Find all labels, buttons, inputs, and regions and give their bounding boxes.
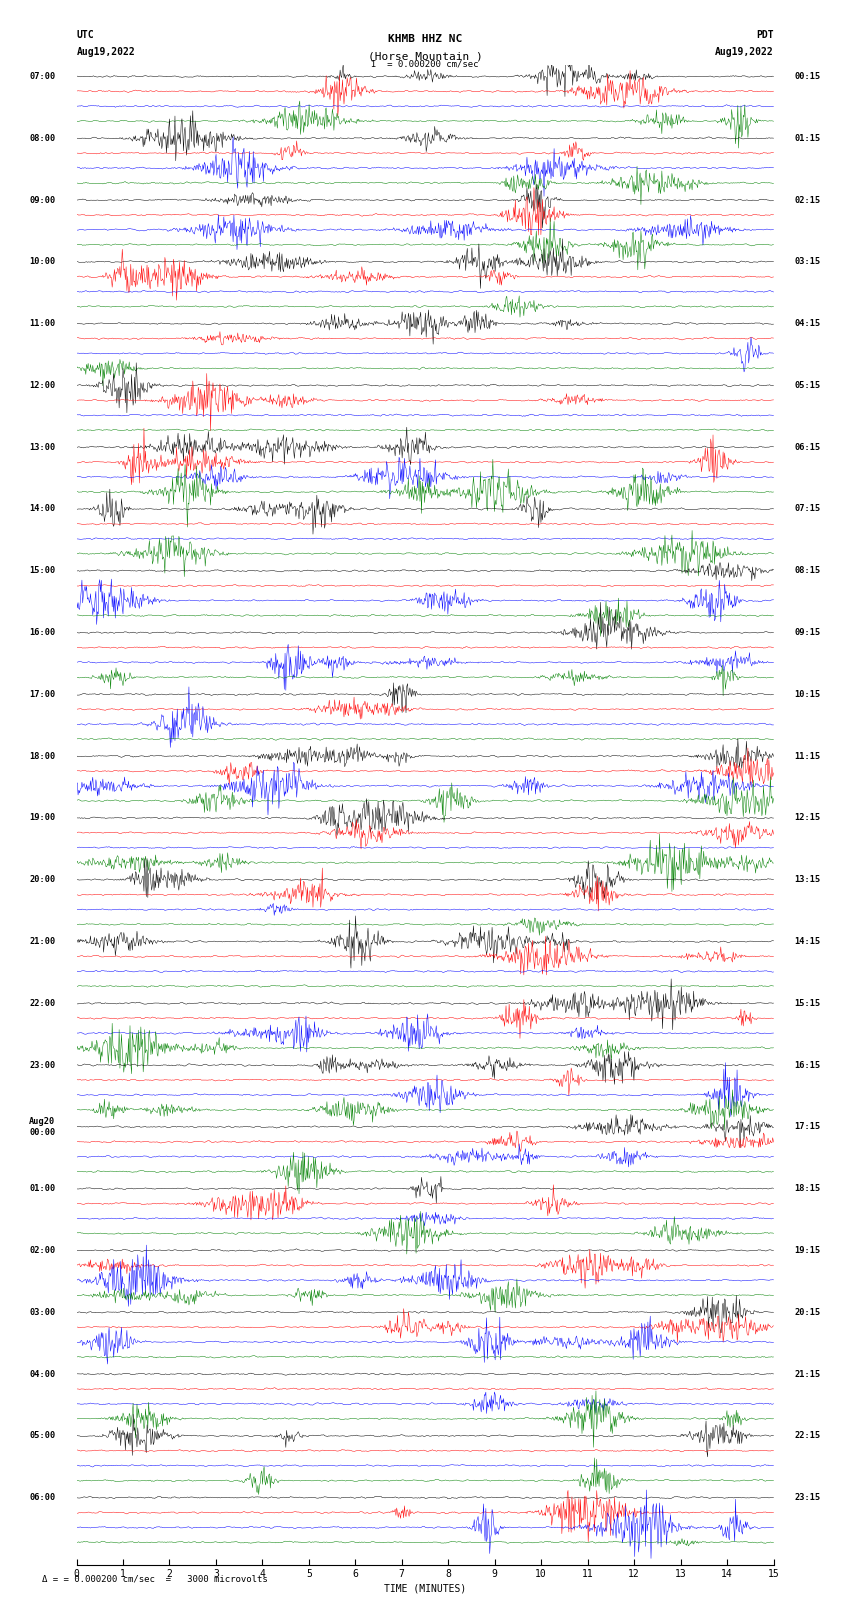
Text: 04:15: 04:15 bbox=[795, 319, 820, 327]
Text: 18:15: 18:15 bbox=[795, 1184, 820, 1194]
Text: 11:15: 11:15 bbox=[795, 752, 820, 761]
Text: 19:15: 19:15 bbox=[795, 1245, 820, 1255]
Text: 17:00: 17:00 bbox=[30, 690, 55, 698]
Text: 21:15: 21:15 bbox=[795, 1369, 820, 1379]
Text: 22:00: 22:00 bbox=[30, 998, 55, 1008]
Text: 11:00: 11:00 bbox=[30, 319, 55, 327]
Text: 19:00: 19:00 bbox=[30, 813, 55, 823]
Text: I  = 0.000200 cm/sec: I = 0.000200 cm/sec bbox=[371, 60, 479, 69]
Text: 12:15: 12:15 bbox=[795, 813, 820, 823]
Text: 05:00: 05:00 bbox=[30, 1431, 55, 1440]
Text: 08:15: 08:15 bbox=[795, 566, 820, 576]
Text: 04:00: 04:00 bbox=[30, 1369, 55, 1379]
Text: 01:00: 01:00 bbox=[30, 1184, 55, 1194]
Text: UTC: UTC bbox=[76, 31, 94, 40]
Text: 03:00: 03:00 bbox=[30, 1308, 55, 1316]
Text: 15:15: 15:15 bbox=[795, 998, 820, 1008]
Text: 23:15: 23:15 bbox=[795, 1494, 820, 1502]
Text: 05:15: 05:15 bbox=[795, 381, 820, 390]
Text: 20:15: 20:15 bbox=[795, 1308, 820, 1316]
Text: 01:15: 01:15 bbox=[795, 134, 820, 142]
Text: 12:00: 12:00 bbox=[30, 381, 55, 390]
Text: Δ = = 0.000200 cm/sec  =   3000 microvolts: Δ = = 0.000200 cm/sec = 3000 microvolts bbox=[42, 1574, 269, 1584]
Text: 09:15: 09:15 bbox=[795, 627, 820, 637]
Text: 10:00: 10:00 bbox=[30, 258, 55, 266]
Text: 14:00: 14:00 bbox=[30, 505, 55, 513]
Text: 03:15: 03:15 bbox=[795, 258, 820, 266]
Text: 10:15: 10:15 bbox=[795, 690, 820, 698]
Text: 13:00: 13:00 bbox=[30, 442, 55, 452]
Text: Aug20
00:00: Aug20 00:00 bbox=[30, 1118, 55, 1137]
Text: 02:15: 02:15 bbox=[795, 195, 820, 205]
Text: 00:15: 00:15 bbox=[795, 73, 820, 81]
X-axis label: TIME (MINUTES): TIME (MINUTES) bbox=[384, 1584, 466, 1594]
Text: 02:00: 02:00 bbox=[30, 1245, 55, 1255]
Text: 06:00: 06:00 bbox=[30, 1494, 55, 1502]
Text: 08:00: 08:00 bbox=[30, 134, 55, 142]
Text: 13:15: 13:15 bbox=[795, 876, 820, 884]
Text: Aug19,2022: Aug19,2022 bbox=[76, 47, 135, 56]
Text: 17:15: 17:15 bbox=[795, 1123, 820, 1131]
Text: 22:15: 22:15 bbox=[795, 1431, 820, 1440]
Text: 07:15: 07:15 bbox=[795, 505, 820, 513]
Text: 23:00: 23:00 bbox=[30, 1061, 55, 1069]
Text: 18:00: 18:00 bbox=[30, 752, 55, 761]
Text: 16:15: 16:15 bbox=[795, 1061, 820, 1069]
Text: 09:00: 09:00 bbox=[30, 195, 55, 205]
Text: (Horse Mountain ): (Horse Mountain ) bbox=[367, 52, 483, 61]
Text: 20:00: 20:00 bbox=[30, 876, 55, 884]
Text: 15:00: 15:00 bbox=[30, 566, 55, 576]
Text: 07:00: 07:00 bbox=[30, 73, 55, 81]
Text: 14:15: 14:15 bbox=[795, 937, 820, 945]
Text: 06:15: 06:15 bbox=[795, 442, 820, 452]
Text: 16:00: 16:00 bbox=[30, 627, 55, 637]
Text: KHMB HHZ NC: KHMB HHZ NC bbox=[388, 34, 462, 44]
Text: PDT: PDT bbox=[756, 31, 774, 40]
Text: Aug19,2022: Aug19,2022 bbox=[715, 47, 774, 56]
Text: 21:00: 21:00 bbox=[30, 937, 55, 945]
